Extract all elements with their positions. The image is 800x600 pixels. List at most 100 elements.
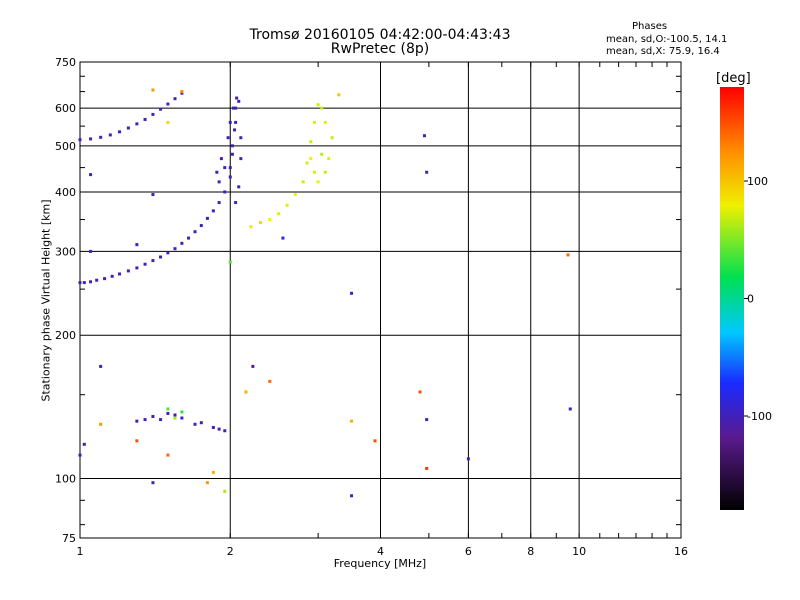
data-point bbox=[143, 418, 147, 422]
data-point bbox=[143, 117, 147, 121]
data-points bbox=[78, 88, 572, 498]
data-point bbox=[230, 152, 234, 156]
data-point bbox=[166, 453, 170, 457]
data-point bbox=[89, 280, 93, 284]
y-axis-ticks: 75 100 200 300 400 500 600 750 bbox=[55, 56, 681, 545]
y-tick-label: 200 bbox=[55, 329, 76, 342]
data-point bbox=[309, 157, 313, 161]
data-point bbox=[373, 439, 377, 443]
data-point bbox=[230, 144, 234, 148]
data-point bbox=[234, 106, 238, 110]
data-point bbox=[268, 379, 272, 383]
colorbar-ticks: 100 0 -100 bbox=[744, 175, 772, 423]
data-point bbox=[159, 255, 163, 259]
data-point bbox=[228, 120, 232, 124]
data-point bbox=[82, 281, 86, 285]
data-point bbox=[166, 407, 170, 411]
data-point bbox=[110, 274, 114, 278]
y-tick-label: 100 bbox=[55, 473, 76, 486]
data-point bbox=[418, 390, 422, 394]
data-point bbox=[223, 429, 227, 433]
data-point bbox=[251, 364, 255, 368]
colorbar-tick-label: 100 bbox=[747, 175, 768, 188]
data-point bbox=[108, 133, 112, 137]
data-point bbox=[237, 185, 241, 189]
data-point bbox=[217, 201, 221, 205]
data-point bbox=[205, 216, 209, 220]
data-point bbox=[228, 260, 232, 264]
x-tick-label: 4 bbox=[377, 545, 384, 558]
data-point bbox=[309, 140, 313, 144]
data-point bbox=[173, 416, 177, 420]
data-point bbox=[180, 90, 184, 94]
data-point bbox=[226, 136, 230, 140]
data-point bbox=[350, 494, 354, 498]
y-tick-label: 75 bbox=[62, 532, 76, 545]
data-point bbox=[151, 193, 155, 197]
data-point bbox=[237, 99, 241, 103]
data-point bbox=[199, 224, 203, 228]
colorbar-tick-label: 0 bbox=[747, 293, 754, 306]
data-point bbox=[239, 157, 243, 161]
data-point bbox=[187, 236, 191, 240]
data-point bbox=[268, 218, 272, 222]
y-tick-label: 500 bbox=[55, 140, 76, 153]
data-point bbox=[235, 96, 239, 100]
data-point bbox=[312, 170, 316, 174]
data-point bbox=[99, 364, 103, 368]
data-point bbox=[180, 410, 184, 414]
data-point bbox=[233, 128, 237, 132]
data-point bbox=[568, 407, 572, 411]
data-point bbox=[151, 88, 155, 92]
data-point bbox=[99, 422, 103, 426]
data-point bbox=[143, 262, 147, 266]
data-point bbox=[89, 137, 93, 141]
data-point bbox=[228, 166, 232, 170]
x-tick-label: 10 bbox=[572, 545, 586, 558]
data-point bbox=[305, 161, 309, 165]
data-point bbox=[466, 457, 470, 461]
data-point bbox=[118, 272, 122, 276]
data-point bbox=[223, 489, 227, 493]
data-point bbox=[211, 209, 215, 213]
data-point bbox=[330, 136, 334, 140]
stats-x-mode: mean, sd,X: 75.9, 16.4 bbox=[606, 46, 720, 57]
data-point bbox=[151, 112, 155, 116]
x-tick-label: 2 bbox=[227, 545, 234, 558]
x-tick-label: 1 bbox=[77, 545, 84, 558]
data-point bbox=[211, 470, 215, 474]
colorbar-tick-label: -100 bbox=[747, 410, 772, 423]
data-point bbox=[159, 418, 163, 422]
data-point bbox=[173, 413, 177, 417]
data-point bbox=[126, 126, 130, 130]
data-point bbox=[323, 120, 327, 124]
data-point bbox=[151, 259, 155, 263]
data-point bbox=[135, 266, 139, 270]
data-point bbox=[103, 277, 107, 281]
data-point bbox=[159, 107, 163, 111]
data-point bbox=[228, 175, 232, 179]
data-point bbox=[337, 93, 341, 97]
data-point bbox=[316, 103, 320, 107]
data-point bbox=[95, 278, 99, 282]
data-point bbox=[78, 138, 82, 142]
data-point bbox=[249, 225, 253, 229]
data-point bbox=[320, 106, 324, 110]
data-point bbox=[316, 180, 320, 184]
data-point bbox=[259, 221, 263, 225]
data-point bbox=[180, 416, 184, 420]
data-point bbox=[234, 201, 238, 205]
data-point bbox=[425, 170, 429, 174]
data-point bbox=[166, 102, 170, 106]
data-point bbox=[151, 414, 155, 418]
data-point bbox=[99, 135, 103, 139]
data-point bbox=[422, 134, 426, 138]
data-point bbox=[193, 230, 197, 234]
data-point bbox=[312, 120, 316, 124]
data-point bbox=[78, 281, 82, 285]
x-tick-label: 6 bbox=[465, 545, 472, 558]
data-point bbox=[350, 419, 354, 423]
data-point bbox=[223, 190, 227, 194]
data-point bbox=[180, 91, 184, 95]
data-point bbox=[301, 180, 305, 184]
